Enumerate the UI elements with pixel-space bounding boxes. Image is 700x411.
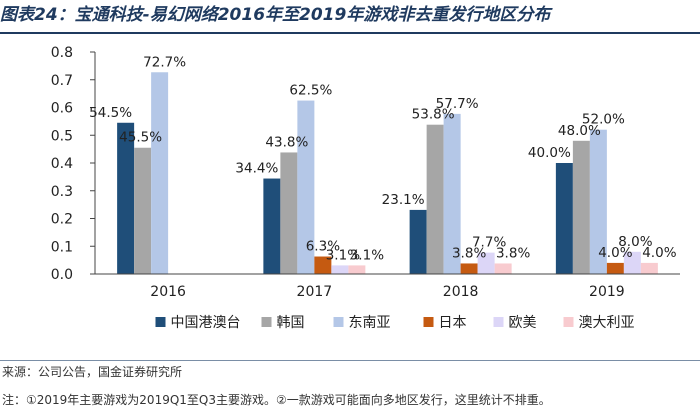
bar	[117, 122, 135, 274]
chart-title: 图表24：宝通科技-易幻网络2016年至2019年游戏非去重发行地区分布	[0, 5, 551, 25]
data-label: 4.0%	[642, 245, 676, 261]
bar	[572, 140, 590, 274]
source-note: 来源：公司公告，国金证券研究所	[2, 365, 183, 379]
data-label: 54.5%	[89, 105, 132, 121]
bar	[348, 265, 366, 274]
data-label: 57.7%	[436, 96, 479, 112]
bar	[426, 124, 444, 274]
legend-label: 中国港澳台	[171, 315, 241, 331]
x-tick-label: 2018	[443, 284, 479, 300]
x-tick-label: 2016	[150, 284, 186, 300]
bar	[409, 209, 427, 274]
data-label: 52.0%	[582, 112, 625, 128]
data-label: 23.1%	[382, 192, 425, 208]
x-tick-label: 2017	[297, 284, 333, 300]
bar	[280, 152, 298, 274]
legend-swatch	[333, 317, 344, 327]
data-label: 7.7%	[472, 235, 506, 251]
y-tick-label: 0.4	[51, 156, 73, 172]
bar	[314, 256, 332, 274]
legend-swatch	[563, 317, 574, 327]
bar	[477, 252, 495, 274]
data-label: 43.8%	[265, 134, 308, 150]
data-label: 4.0%	[598, 245, 632, 261]
legend-item: 欧美	[493, 315, 537, 331]
legend-item: 日本	[423, 315, 467, 331]
bar	[460, 263, 478, 274]
legend-swatch	[493, 317, 504, 327]
legend-swatch	[423, 317, 434, 327]
data-label: 40.0%	[528, 145, 571, 161]
data-label: 3.8%	[452, 245, 486, 261]
y-tick-label: 0.6	[51, 101, 73, 117]
data-label: 45.5%	[119, 130, 162, 146]
data-label: 72.7%	[143, 54, 186, 70]
y-tick-label: 0.3	[51, 184, 73, 200]
bar	[134, 147, 152, 274]
bar	[606, 262, 624, 274]
data-label: 34.4%	[235, 161, 278, 177]
bar	[263, 178, 281, 274]
bar	[623, 251, 641, 274]
legend-label: 韩国	[277, 315, 305, 331]
title-divider	[0, 32, 700, 34]
bar	[589, 129, 607, 274]
y-tick-label: 0.2	[51, 212, 73, 228]
bar	[151, 72, 169, 274]
legend-item: 澳大利亚	[563, 315, 635, 331]
bar	[331, 265, 349, 274]
data-label: 6.3%	[306, 239, 340, 255]
bar	[555, 163, 573, 274]
footnote: 注：①2019年主要游戏为2019Q1至Q3主要游戏。②一款游戏可能面向多地区发…	[2, 393, 551, 407]
data-label: 53.8%	[412, 107, 455, 123]
legend: 中国港澳台 韩国 东南亚 日本 欧美 澳大利亚	[155, 315, 635, 331]
y-tick-label: 0.7	[51, 73, 73, 89]
legend-label: 东南亚	[349, 315, 391, 331]
bar	[494, 263, 512, 274]
legend-item: 中国港澳台	[155, 315, 241, 331]
bar	[640, 262, 658, 274]
y-tick-label: 0.1	[51, 239, 73, 255]
footer-divider	[0, 360, 700, 361]
legend-item: 东南亚	[333, 315, 391, 331]
legend-label: 日本	[439, 315, 467, 331]
bar	[443, 113, 461, 274]
x-tick-label: 2019	[589, 284, 625, 300]
data-labels: 54.5%45.5%72.7%34.4%43.8%62.5%6.3%3.1%3.…	[89, 54, 677, 263]
legend-label: 欧美	[509, 315, 537, 331]
legend-item: 韩国	[261, 315, 305, 331]
y-tick-label: 0.0	[51, 267, 73, 283]
data-label: 48.0%	[558, 123, 601, 139]
legend-label: 澳大利亚	[579, 315, 635, 331]
bar-series	[117, 72, 658, 274]
y-axis: 0.0 0.1 0.2 0.3 0.4 0.5 0.6 0.7 0.8	[51, 45, 96, 283]
data-label: 8.0%	[618, 234, 652, 250]
x-axis: 2016 2017 2018 2019	[95, 273, 680, 300]
y-tick-label: 0.8	[51, 45, 73, 61]
data-label: 3.1%	[350, 247, 384, 263]
data-label: 3.8%	[496, 245, 530, 261]
y-tick-label: 0.5	[51, 128, 73, 144]
legend-swatch	[155, 317, 166, 327]
legend-swatch	[261, 317, 272, 327]
bar	[297, 100, 315, 274]
bar-chart: 0.0 0.1 0.2 0.3 0.4 0.5 0.6 0.7 0.8 54.5% 45.5% 72…	[51, 45, 680, 331]
data-label: 3.1%	[326, 247, 360, 263]
data-label: 62.5%	[289, 83, 332, 99]
